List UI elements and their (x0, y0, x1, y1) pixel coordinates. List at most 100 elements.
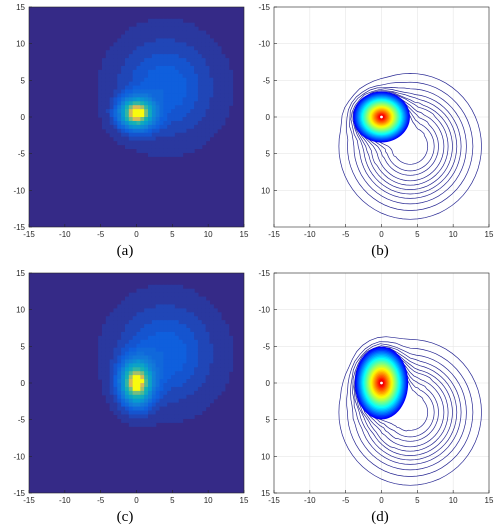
heatmap-cell (178, 105, 184, 110)
heatmap-cell (128, 85, 134, 91)
heatmap-cell (128, 292, 134, 298)
heatmap-cell (182, 62, 188, 67)
heatmap-cell (159, 343, 164, 349)
heatmap-cell (197, 62, 203, 67)
heatmap-cell (155, 81, 161, 87)
heatmap-cell (182, 128, 188, 134)
heatmap-cell (136, 93, 141, 98)
heatmap-cell (197, 65, 203, 71)
x-tick-label: 15 (240, 230, 249, 239)
heatmap-cell (159, 42, 164, 47)
heatmap-cell (98, 73, 103, 79)
heatmap-cell (205, 62, 211, 67)
heatmap-cell (121, 367, 126, 372)
heatmap-cell (197, 54, 203, 59)
heatmap-cell (217, 50, 222, 55)
heatmap-cell (213, 394, 218, 400)
heatmap-cell (121, 124, 126, 130)
heatmap-cell (155, 132, 161, 138)
heatmap-cell (224, 328, 230, 333)
heatmap-cell (174, 62, 180, 67)
heatmap-cell (163, 367, 168, 372)
heatmap-cell (132, 65, 138, 71)
heatmap-cell (121, 308, 126, 313)
heatmap-cell (148, 414, 153, 419)
heatmap-cell (171, 97, 176, 102)
heatmap-cell (113, 386, 118, 392)
heatmap-cell (124, 30, 130, 36)
heatmap-cell (144, 50, 149, 55)
heatmap-cell (124, 50, 130, 55)
heatmap-cell (148, 343, 153, 349)
heatmap-cell (155, 351, 161, 357)
heatmap-cell (128, 402, 134, 408)
heatmap-cell (105, 355, 111, 361)
heatmap-cell (194, 406, 199, 412)
heatmap-cell (220, 81, 226, 87)
heatmap-cell (109, 371, 115, 376)
heatmap-cell (151, 418, 157, 423)
heatmap-cell (201, 124, 207, 130)
heatmap-cell (220, 359, 226, 364)
heatmap-cell (136, 308, 141, 313)
heatmap-cell (109, 386, 115, 392)
heatmap-cell (182, 359, 188, 364)
heatmap-cell (109, 62, 115, 67)
heatmap-cell (155, 335, 161, 341)
heatmap-cell (124, 77, 130, 83)
heatmap-cell (148, 304, 153, 309)
heatmap-cell (182, 320, 188, 325)
heatmap-cell (159, 58, 164, 63)
heatmap-cell (194, 386, 199, 392)
heatmap-cell (220, 69, 226, 75)
heatmap-cell (124, 324, 130, 329)
heatmap-cell (178, 402, 184, 408)
heatmap-cell (190, 343, 195, 349)
heatmap-cell (171, 402, 176, 408)
heatmap-cell (132, 414, 138, 419)
heatmap-cell (178, 284, 184, 290)
heatmap-cell (136, 140, 141, 146)
heatmap-cell (124, 418, 130, 423)
heatmap-cell (174, 109, 180, 114)
heatmap-cell (205, 34, 211, 40)
heatmap-cell (213, 335, 218, 341)
heatmap-cell (178, 22, 184, 28)
heatmap-cell (113, 347, 118, 353)
heatmap-cell (155, 113, 161, 118)
heatmap-cell (186, 136, 191, 142)
heatmap-cell (109, 359, 115, 364)
heatmap-cell (209, 117, 214, 122)
heatmap-cell (209, 398, 214, 404)
heatmap-cell (217, 62, 222, 67)
heatmap-cell (151, 18, 157, 24)
heatmap-cell (224, 97, 230, 102)
heatmap-cell (159, 109, 164, 114)
heatmap-cell (174, 312, 180, 317)
heatmap-cell (109, 65, 115, 71)
heatmap-cell (217, 316, 222, 321)
heatmap-cell (174, 328, 180, 333)
heatmap-cell (217, 73, 222, 79)
heatmap-cell (186, 148, 191, 153)
heatmap-cell (178, 93, 184, 98)
heatmap-cell (109, 363, 115, 368)
heatmap-cell (128, 304, 134, 309)
heatmap-cell (148, 30, 153, 36)
caption-b: (b) (371, 243, 389, 259)
heatmap-cell (113, 359, 118, 364)
x-tick-label: 5 (415, 496, 420, 505)
heatmap-cell (213, 308, 218, 313)
heatmap-cell (151, 300, 157, 306)
contour-line (350, 88, 462, 199)
heatmap-cell (167, 34, 172, 40)
heatmap-cell (209, 316, 214, 321)
heatmap-cell (109, 390, 115, 396)
heatmap-cell (113, 320, 118, 325)
heatmap-cell (124, 308, 130, 313)
heatmap-cell (124, 132, 130, 138)
heatmap-cell (174, 38, 180, 43)
heatmap-cell (182, 54, 188, 59)
heatmap-cell (132, 312, 138, 317)
heatmap-cell (140, 81, 145, 87)
